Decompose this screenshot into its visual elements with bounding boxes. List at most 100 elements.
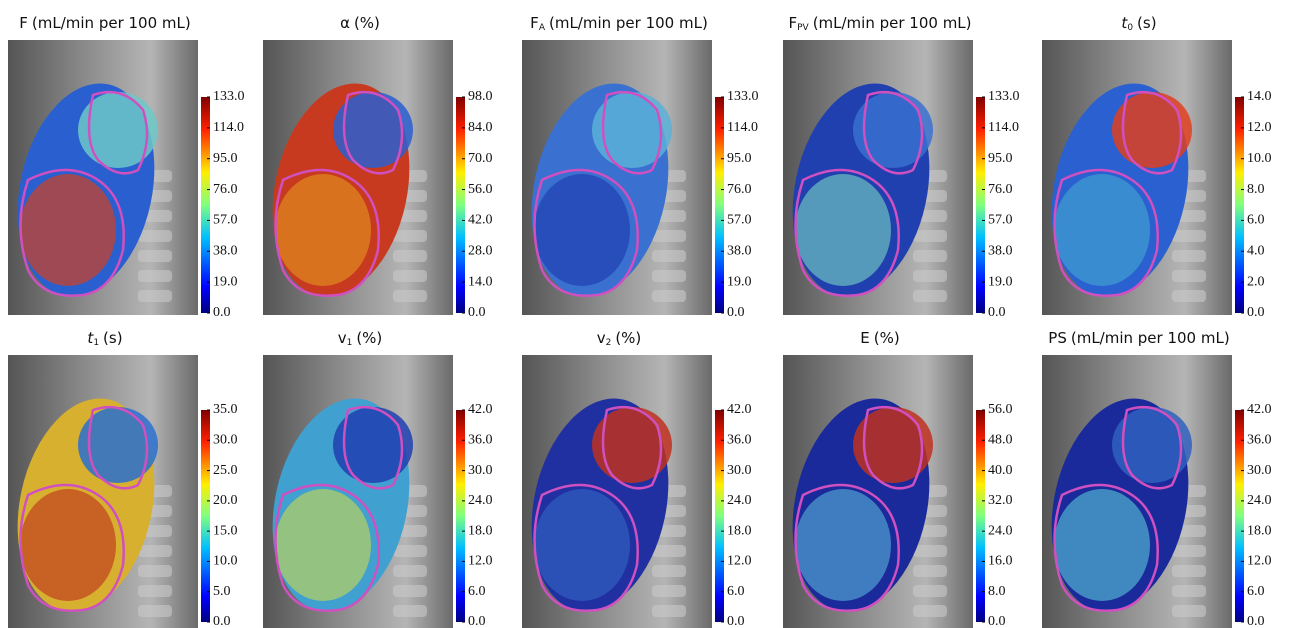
colorbar-tick-label: 84.0	[468, 120, 493, 135]
panel-title: v2 (%)	[597, 329, 642, 348]
title-unit: (%)	[356, 329, 382, 347]
spine	[393, 545, 427, 557]
colorbar-tick-label: 57.0	[213, 213, 238, 228]
colorbar-tick-label: 70.0	[468, 151, 493, 166]
title-unit: (s)	[1137, 14, 1157, 32]
colorbar	[456, 97, 465, 313]
title-unit: (s)	[103, 329, 123, 347]
panel-title: F (mL/min per 100 mL)	[19, 14, 190, 32]
colorbar-tick-label: 42.0	[468, 213, 493, 228]
title-main: F	[788, 14, 797, 32]
spine	[393, 565, 427, 577]
spine	[1172, 565, 1206, 577]
title-sub: A	[539, 23, 546, 33]
map-region	[592, 407, 672, 483]
spine	[913, 290, 947, 302]
spine	[1172, 545, 1206, 557]
spine	[913, 230, 947, 242]
colorbar	[456, 410, 465, 622]
colorbar-tick-label: 0.0	[213, 614, 231, 628]
panel-title: FA (mL/min per 100 mL)	[530, 14, 708, 33]
colorbar	[1235, 97, 1244, 313]
map-region	[275, 489, 371, 601]
colorbar-tick-label: 38.0	[213, 244, 238, 259]
spine	[1172, 290, 1206, 302]
spine	[652, 565, 686, 577]
title-main: F	[19, 14, 28, 32]
roi-outline	[1053, 483, 1159, 612]
panel: v2 (%) 42.0 36.0 30.0 24.0 18.0 12.0 6.0 0.0	[522, 329, 752, 628]
panel: E (%) 56.0 48.0 40.0 32.0 24.0 16.0 8.0 0.0	[783, 329, 1013, 628]
map-region	[333, 92, 413, 168]
panel: v1 (%) 42.0 36.0 30.0 24.0 18.0 12.0 6.0 0.0	[263, 329, 493, 628]
map-region	[853, 92, 933, 168]
colorbar-tick-label: 8.0	[1247, 182, 1265, 197]
spine	[393, 250, 427, 262]
colorbar-tick-label: 0.0	[988, 614, 1006, 628]
roi-outline	[19, 483, 125, 612]
title-main: t	[1121, 14, 1128, 32]
roi-outline	[794, 168, 900, 297]
colorbar-tick-label: 19.0	[727, 274, 752, 289]
map-region	[853, 407, 933, 483]
roi-outline	[87, 405, 149, 490]
colorbar-tick-label: 10.0	[213, 554, 238, 569]
colorbar-tick-label: 12.0	[727, 554, 752, 569]
colorbar-tick-label: 38.0	[727, 244, 752, 259]
map-region	[1112, 92, 1192, 168]
panel: FA (mL/min per 100 mL) 133.0 114.0 95.0 76.0 5…	[522, 14, 759, 320]
colorbar-tick-label: 24.0	[727, 493, 752, 508]
colorbar-tick-label: 0.0	[1247, 614, 1265, 628]
spine	[652, 545, 686, 557]
title-unit: (%)	[615, 329, 641, 347]
panel: F (mL/min per 100 mL) 133.0 114.0 95.0 76.0 57…	[8, 14, 245, 320]
colorbar-tick-label: 0.0	[1247, 305, 1265, 320]
title-unit: (mL/min per 100 mL)	[549, 14, 708, 32]
spine	[138, 545, 172, 557]
map-region	[1112, 407, 1192, 483]
colorbar-tick-label: 57.0	[988, 213, 1013, 228]
panel-title: FPV (mL/min per 100 mL)	[788, 14, 971, 33]
title-main: v	[597, 329, 606, 347]
colorbar-tick-label: 40.0	[988, 463, 1013, 478]
colorbar-tick-label: 114.0	[213, 120, 244, 135]
title-sub: 0	[1127, 23, 1133, 33]
colorbar-tick-label: 18.0	[727, 523, 752, 538]
roi-outline	[1121, 405, 1183, 490]
colorbar-tick-label: 35.0	[213, 402, 238, 417]
colorbar-tick-label: 56.0	[468, 182, 493, 197]
title-sub: 1	[93, 338, 99, 348]
spine	[1172, 270, 1206, 282]
panel-title: v1 (%)	[338, 329, 383, 348]
map-region	[275, 174, 371, 286]
colorbar-tick-label: 32.0	[988, 493, 1013, 508]
colorbar-tick-label: 25.0	[213, 463, 238, 478]
spine	[913, 250, 947, 262]
spine	[913, 585, 947, 597]
title-sub: PV	[797, 23, 809, 33]
colorbar-tick-label: 98.0	[468, 89, 493, 104]
spine	[138, 565, 172, 577]
colorbar	[1235, 410, 1244, 622]
colorbar-tick-label: 12.0	[468, 554, 493, 569]
colorbar-tick-label: 114.0	[727, 120, 758, 135]
panel: FPV (mL/min per 100 mL) 133.0 114.0 95.0 76.0…	[783, 14, 1020, 320]
spine	[652, 605, 686, 617]
panel-title: E (%)	[860, 329, 899, 347]
colorbar	[976, 97, 985, 313]
colorbar-tick-label: 19.0	[988, 274, 1013, 289]
title-main: F	[530, 14, 539, 32]
roi-outline	[1053, 168, 1159, 297]
colorbar-tick-label: 4.0	[1247, 244, 1265, 259]
colorbar-tick-label: 14.0	[1247, 89, 1272, 104]
colorbar-tick-label: 14.0	[468, 274, 493, 289]
title-main: α	[340, 14, 350, 32]
colorbar-tick-label: 0.0	[727, 614, 745, 628]
title-main: PS	[1048, 329, 1067, 347]
spine	[1172, 250, 1206, 262]
roi-outline	[342, 405, 404, 490]
roi-outline	[274, 168, 380, 297]
colorbar-tick-label: 76.0	[213, 182, 238, 197]
colorbar-tick-label: 48.0	[988, 433, 1013, 448]
colorbar-tick-label: 133.0	[213, 89, 245, 104]
